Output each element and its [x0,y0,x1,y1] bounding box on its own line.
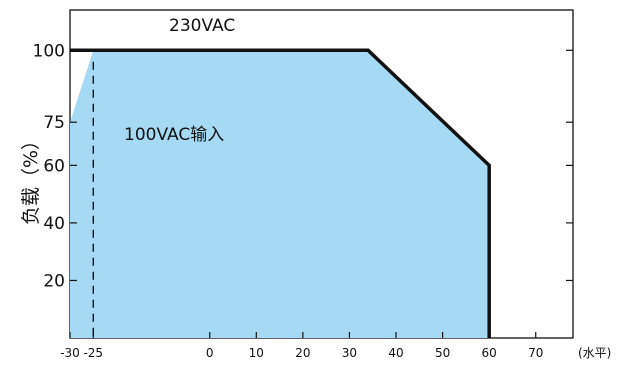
x-tick-label: 40 [388,346,403,360]
y-tick-label: 75 [43,113,65,133]
x-axis-unit-label: (水平) [578,346,611,360]
series-label-230vac: 230VAC [169,16,235,36]
x-tick-label: -30 [60,346,80,360]
x-tick-label: 10 [249,346,264,360]
y-tick-label: 60 [43,156,65,176]
x-tick-label: 30 [342,346,357,360]
y-tick-label: 100 [33,41,65,61]
x-tick-label: -25 [83,346,103,360]
y-tick-label: 20 [43,271,65,291]
x-tick-label: 70 [528,346,543,360]
x-tick-label: 0 [206,346,214,360]
series-area-100vac [70,50,490,339]
series-label-100vac: 100VAC输入 [124,125,224,145]
x-tick-label: 50 [435,346,450,360]
x-tick-label: 60 [482,346,497,360]
y-tick-label: 40 [43,214,65,234]
series-line-230vac [70,48,491,338]
y-axis-title: 负载（%） [20,131,42,225]
x-tick-label: 20 [295,346,310,360]
